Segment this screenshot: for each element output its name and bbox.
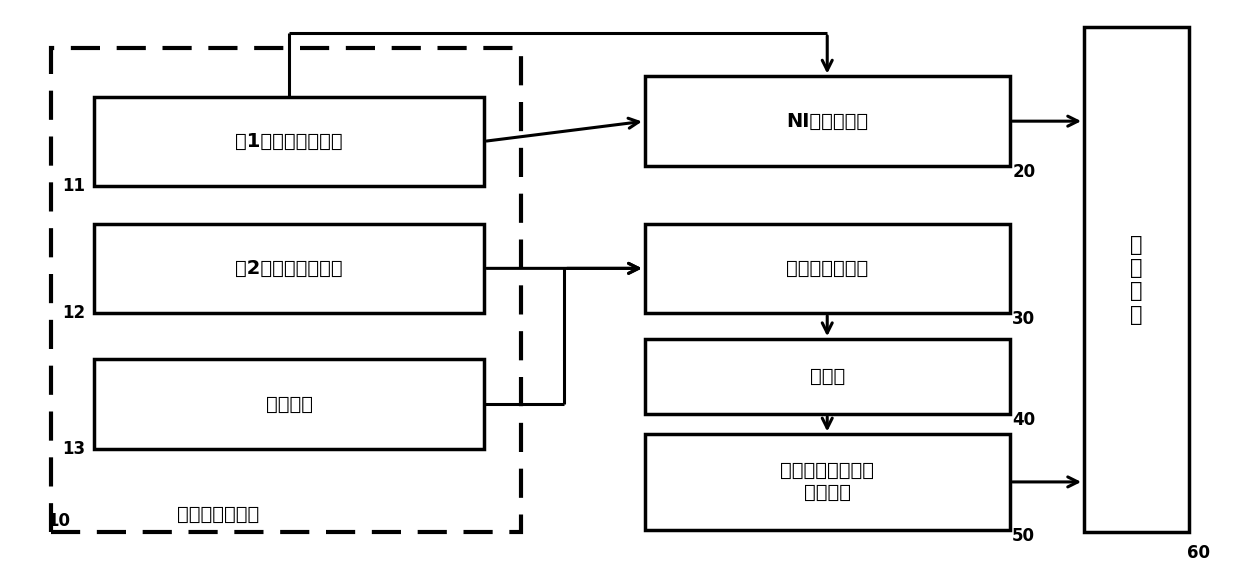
Text: 30: 30 — [1012, 310, 1035, 328]
Text: 10: 10 — [47, 512, 71, 530]
Text: 评
定
系
统: 评 定 系 统 — [1131, 235, 1143, 325]
Text: 多芯光纤耦合器: 多芯光纤耦合器 — [786, 259, 868, 278]
Text: 11: 11 — [62, 177, 86, 195]
Bar — [94, 224, 484, 313]
Text: 50: 50 — [1012, 527, 1035, 545]
Text: 12: 12 — [62, 304, 86, 322]
Bar — [645, 339, 1009, 414]
Text: 多芯光纤: 多芯光纤 — [265, 394, 312, 414]
Bar — [645, 224, 1009, 313]
Text: 40: 40 — [1012, 411, 1035, 429]
Bar — [1084, 27, 1189, 532]
Bar — [94, 97, 484, 186]
Text: NI信号采集卡: NI信号采集卡 — [786, 112, 868, 130]
Text: 自感知碳纤维布: 自感知碳纤维布 — [177, 505, 259, 524]
Text: 光开关: 光开关 — [810, 367, 844, 386]
Text: 第1压电材料传感器: 第1压电材料传感器 — [236, 132, 342, 151]
Bar — [645, 434, 1009, 530]
Text: 13: 13 — [62, 440, 86, 458]
Bar — [94, 359, 484, 449]
Text: 第2压电材料传感器: 第2压电材料传感器 — [236, 259, 342, 278]
Text: 分布式光纤布里渊
传感系统: 分布式光纤布里渊 传感系统 — [780, 462, 874, 502]
Bar — [51, 48, 521, 532]
Bar — [645, 77, 1009, 166]
Text: 60: 60 — [1187, 544, 1210, 562]
Text: 20: 20 — [1012, 163, 1035, 181]
